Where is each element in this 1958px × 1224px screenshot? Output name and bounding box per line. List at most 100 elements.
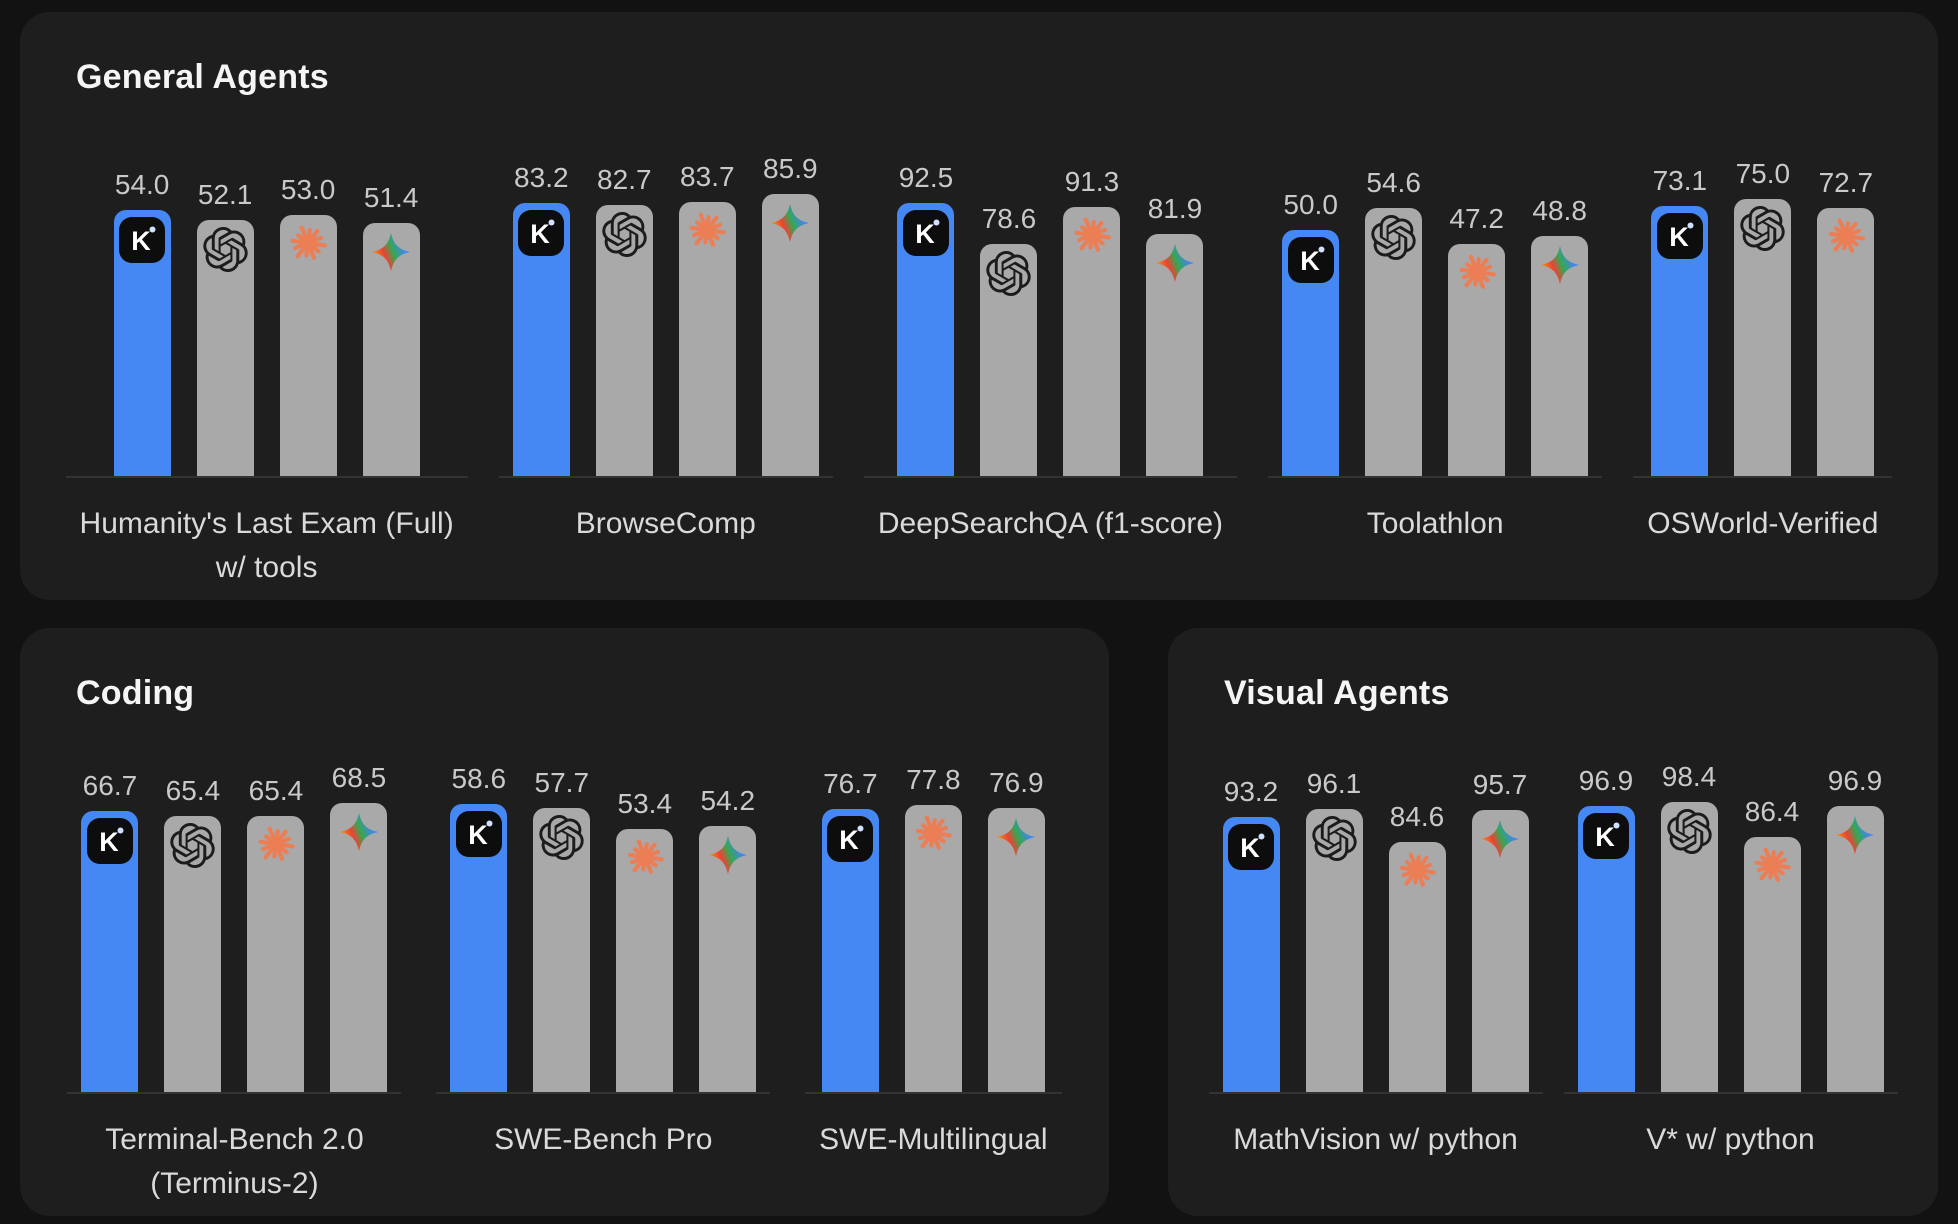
bar-value-label: 66.7	[82, 770, 138, 801]
bar-value-label: 58.6	[451, 763, 507, 794]
claude-icon	[1828, 218, 1865, 253]
claude-icon	[1459, 254, 1496, 289]
bar-value-label: 57.7	[534, 767, 590, 798]
bar-value-label: 95.7	[1472, 769, 1528, 800]
kimi-icon: K	[1656, 213, 1703, 259]
bar-column: 51.4	[362, 182, 420, 476]
gemini-icon	[997, 817, 1036, 857]
svg-text:K: K	[131, 226, 151, 256]
axis-baseline	[863, 476, 1238, 478]
bar-column: 47.2	[1448, 203, 1506, 476]
panel-title: General Agents	[76, 58, 329, 96]
kimi-icon: K	[1583, 813, 1629, 859]
bar-column: 81.9	[1146, 193, 1204, 476]
bar	[279, 215, 337, 476]
bar-column: 96.1	[1305, 768, 1363, 1092]
benchmark-group: 54.0 K 52.1 53.0 51.4 Humanity's Last Ex…	[65, 169, 468, 584]
claude-icon	[1074, 217, 1111, 252]
benchmark-label: MathVision w/ python	[1233, 1123, 1518, 1156]
gemini-icon	[1480, 819, 1520, 859]
bar-column: 83.7	[678, 161, 736, 476]
kimi-icon: K	[518, 210, 565, 256]
kimi-icon: K	[86, 818, 133, 864]
bar-column: 53.4	[616, 788, 674, 1092]
bar-value-label: 53.0	[280, 174, 336, 205]
gemini-icon	[771, 203, 810, 243]
bar-column: 65.4	[247, 775, 305, 1092]
bar-value-label: 92.5	[898, 162, 954, 193]
bar	[1660, 802, 1718, 1092]
openai-icon	[1666, 809, 1712, 854]
benchmark-group: 76.7 K 77.8 76.9 SWE-Multilingual	[805, 764, 1062, 1194]
svg-text:K: K	[1300, 246, 1320, 276]
bar-column: 72.7	[1817, 167, 1875, 476]
bar-column: 82.7	[595, 164, 653, 476]
svg-text:K: K	[99, 827, 119, 857]
bars-row: 50.0 K 54.6 47.2 48.8	[1282, 167, 1589, 476]
bar	[616, 829, 674, 1092]
panel-title: Coding	[76, 674, 195, 712]
bar-column: 98.4	[1660, 761, 1718, 1092]
bar-column: 53.0	[279, 174, 337, 476]
bar-column: 65.4	[164, 775, 222, 1092]
bar-highlighted: K	[1222, 817, 1280, 1092]
bar-highlighted: K	[897, 203, 955, 476]
bar-value-label: 81.9	[1147, 193, 1203, 224]
bar-value-label: 52.1	[197, 179, 253, 210]
bar-value-label: 76.7	[823, 768, 878, 799]
bar-value-label: 76.9	[989, 767, 1044, 798]
bar-value-label: 72.7	[1818, 167, 1874, 198]
bar-column: 75.0	[1734, 158, 1792, 476]
bar	[1826, 806, 1884, 1092]
bars-row: 76.7 K 77.8 76.9	[821, 764, 1045, 1092]
claude-icon	[1754, 847, 1791, 882]
bars-row: 96.9 K 98.4 86.4 96.9	[1577, 761, 1884, 1092]
bar-chart-coding: 66.7 K 65.4 65.4 68.5 Terminal-Bench 2.0…	[50, 762, 1079, 1200]
bar	[1817, 208, 1875, 476]
bar-column: 57.7	[533, 767, 591, 1092]
bar-column: 66.7 K	[81, 770, 139, 1092]
bars-row: 66.7 K 65.4 65.4 68.5	[81, 762, 388, 1092]
bar-value-label: 53.4	[617, 788, 673, 819]
bar-column: 48.8	[1531, 195, 1589, 476]
claude-icon	[1399, 852, 1436, 887]
kimi-icon: K	[119, 217, 166, 263]
axis-baseline	[805, 1092, 1062, 1094]
kimi-icon: K	[1287, 237, 1334, 283]
bar-column: 54.6	[1365, 167, 1423, 476]
bar-column: 77.8	[904, 764, 962, 1092]
bar-value-label: 50.0	[1283, 189, 1338, 220]
bar	[1365, 208, 1423, 476]
bar	[1388, 842, 1446, 1092]
claude-icon	[258, 826, 295, 861]
bar-column: 96.9	[1826, 765, 1884, 1092]
bar-value-label: 65.4	[165, 775, 221, 806]
bar-highlighted: K	[450, 804, 508, 1092]
kimi-icon: K	[1228, 824, 1274, 870]
bar-column: 85.9	[761, 153, 819, 476]
bar-value-label: 77.8	[906, 764, 961, 795]
bar-column: 95.7	[1471, 769, 1529, 1092]
bar-column: 93.2 K	[1222, 776, 1280, 1092]
benchmark-label: BrowseComp	[575, 507, 756, 540]
bar-value-label: 84.6	[1389, 801, 1445, 832]
openai-icon	[202, 227, 248, 272]
bar-column: 54.0 K	[113, 169, 171, 476]
axis-baseline	[436, 1092, 771, 1094]
benchmark-group: 58.6 K 57.7 53.4 54.2 SWE-Bench Pro	[436, 763, 771, 1194]
svg-text:K: K	[1669, 222, 1689, 252]
svg-text:K: K	[840, 825, 860, 855]
benchmark-group: 92.5 K 78.6 91.3 81.9 DeepSearchQA (f1-s…	[863, 162, 1238, 578]
benchmark-group: 66.7 K 65.4 65.4 68.5 Terminal-Bench 2.0…	[67, 762, 402, 1200]
openai-icon	[602, 212, 647, 257]
panel-visual-agents: Visual Agents 93.2 K 96.1 84.6 95.7 Math…	[1168, 628, 1938, 1216]
axis-baseline	[65, 476, 468, 478]
svg-text:K: K	[1240, 833, 1260, 863]
bar-value-label: 54.6	[1366, 167, 1421, 198]
bar	[164, 816, 222, 1092]
openai-icon	[1740, 206, 1785, 251]
bar-value-label: 54.2	[700, 785, 756, 816]
bar-value-label: 83.7	[680, 161, 735, 192]
bar-highlighted: K	[821, 809, 879, 1092]
axis-baseline	[1208, 1092, 1543, 1094]
